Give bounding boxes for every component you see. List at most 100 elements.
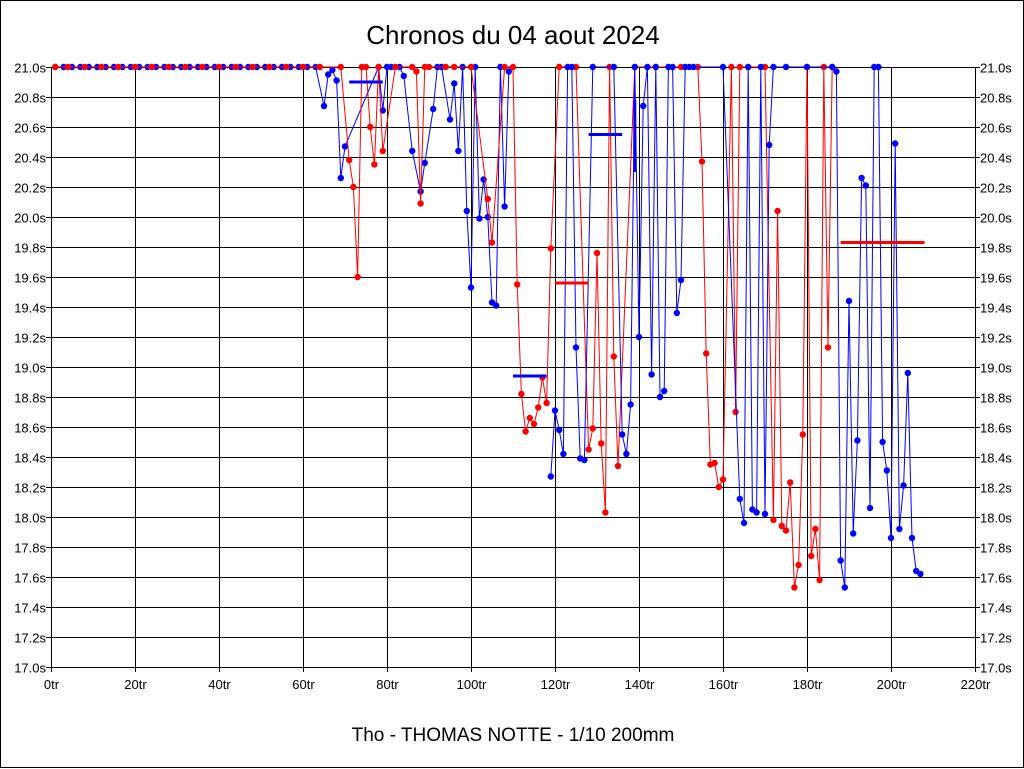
y-tick-label-right: 21.0s	[980, 61, 1012, 76]
data-point	[375, 63, 382, 71]
y-tick-label-right: 19.8s	[980, 241, 1012, 256]
data-point	[803, 63, 811, 71]
data-point	[812, 525, 819, 533]
grid-lines	[51, 67, 976, 668]
data-point	[782, 527, 790, 534]
data-point	[581, 456, 588, 464]
y-tick-label-right: 17.6s	[980, 571, 1012, 586]
data-point	[535, 404, 542, 411]
data-point	[703, 350, 710, 357]
data-point	[732, 408, 739, 416]
data-point	[325, 71, 332, 78]
data-point	[572, 344, 580, 351]
data-point	[879, 438, 886, 446]
chart-subtitle: Tho - THOMAS NOTTE - 1/10 200mm	[352, 725, 675, 746]
data-point	[719, 476, 727, 483]
data-point	[115, 63, 122, 71]
y-axis-left: 17.0s 17.2s 17.4s 17.6s 17.8s 18.0s 18.2s 18.4s…	[14, 61, 51, 676]
chart-title: Chronos du 04 aout 2024	[366, 20, 659, 50]
data-point	[795, 561, 802, 569]
y-tick-label-right: 18.2s	[980, 481, 1012, 496]
data-point	[568, 63, 575, 71]
data-point	[640, 102, 647, 110]
data-point	[379, 147, 386, 155]
y-tick-label-left: 20.2s	[14, 181, 46, 196]
data-point	[547, 473, 554, 480]
data-point	[522, 428, 529, 435]
data-point	[446, 116, 454, 123]
y-tick-label-left: 18.6s	[14, 421, 46, 436]
data-point	[556, 426, 563, 434]
data-point	[148, 63, 155, 71]
data-point	[165, 63, 172, 71]
data-point	[509, 63, 517, 71]
x-tick-label: 0tr	[44, 677, 60, 692]
data-point	[652, 63, 659, 71]
data-point	[341, 143, 349, 150]
data-point	[610, 353, 617, 360]
y-tick-label-left: 19.0s	[14, 361, 46, 376]
data-point	[400, 72, 407, 80]
data-point	[371, 161, 378, 168]
data-point	[488, 239, 496, 246]
series-line	[55, 66, 510, 307]
data-point	[782, 63, 790, 71]
data-point	[656, 393, 664, 401]
data-point	[52, 63, 59, 71]
x-tick-label: 160tr	[709, 677, 739, 692]
y-tick-label-right: 19.6s	[980, 271, 1012, 286]
data-point	[593, 249, 601, 257]
data-point	[661, 387, 668, 395]
data-point	[866, 504, 874, 512]
y-tick-label-left: 17.0s	[14, 661, 46, 676]
data-point	[745, 63, 752, 71]
data-point	[451, 63, 458, 71]
plot-area	[52, 63, 925, 591]
x-tick-label: 40tr	[208, 677, 231, 692]
data-point	[887, 534, 895, 542]
data-point	[346, 156, 353, 164]
data-point	[896, 525, 903, 533]
data-point	[610, 63, 617, 71]
x-axis: 0tr 20tr 40tr 60tr 80tr 100tr 120tr 140tr 160tr 1…	[44, 667, 991, 692]
data-point	[778, 522, 785, 530]
y-tick-label-left: 21.0s	[14, 61, 46, 76]
y-tick-label-left: 20.8s	[14, 91, 46, 106]
data-point	[833, 68, 840, 75]
data-point	[627, 401, 634, 408]
data-point	[623, 450, 630, 458]
data-point	[518, 390, 525, 398]
data-point	[585, 446, 592, 453]
data-point	[711, 459, 718, 467]
data-point	[761, 510, 769, 518]
y-tick-label-right: 18.0s	[980, 511, 1012, 526]
data-point	[791, 584, 798, 591]
y-tick-label-right: 17.8s	[980, 541, 1012, 556]
data-point	[829, 63, 836, 71]
data-point	[543, 399, 550, 407]
x-tick-label: 200tr	[877, 677, 907, 692]
data-point	[736, 63, 743, 71]
data-point	[215, 63, 223, 71]
data-point	[892, 140, 899, 147]
y-tick-label-left: 17.2s	[14, 631, 46, 646]
data-point	[787, 479, 794, 486]
x-tick-label: 120tr	[541, 677, 571, 692]
data-point	[770, 63, 777, 71]
data-point	[362, 63, 370, 71]
data-point	[770, 516, 777, 524]
data-point	[677, 276, 685, 284]
data-point	[232, 63, 239, 71]
data-point	[430, 105, 437, 113]
data-point	[908, 534, 916, 542]
data-point	[824, 344, 832, 351]
data-point	[556, 63, 563, 71]
y-tick-label-left: 18.0s	[14, 511, 46, 526]
y-tick-label-right: 18.8s	[980, 391, 1012, 406]
y-tick-label-left: 20.6s	[14, 121, 46, 136]
data-point	[644, 63, 651, 71]
data-point	[409, 147, 416, 155]
y-tick-label-right: 17.4s	[980, 601, 1012, 616]
data-point	[199, 63, 206, 71]
